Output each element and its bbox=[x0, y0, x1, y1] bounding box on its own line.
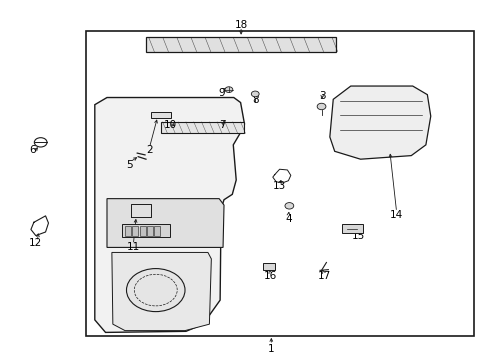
Polygon shape bbox=[329, 86, 430, 159]
Circle shape bbox=[224, 87, 232, 93]
Text: 2: 2 bbox=[146, 145, 152, 155]
Polygon shape bbox=[95, 98, 244, 332]
Bar bbox=[140, 226, 145, 236]
Bar bbox=[125, 226, 131, 236]
Polygon shape bbox=[112, 252, 211, 330]
Circle shape bbox=[285, 203, 293, 209]
Bar bbox=[160, 122, 244, 134]
Polygon shape bbox=[107, 199, 224, 247]
Text: 10: 10 bbox=[163, 120, 177, 130]
Text: 9: 9 bbox=[218, 88, 224, 98]
Circle shape bbox=[317, 103, 325, 110]
Text: 18: 18 bbox=[234, 20, 247, 30]
Bar bbox=[122, 224, 170, 237]
Text: 11: 11 bbox=[126, 242, 140, 252]
Bar bbox=[341, 225, 362, 233]
Text: 14: 14 bbox=[389, 210, 403, 220]
Bar bbox=[132, 226, 138, 236]
Bar bbox=[147, 226, 153, 236]
Text: 13: 13 bbox=[272, 181, 285, 191]
Text: 3: 3 bbox=[319, 91, 325, 101]
Text: 16: 16 bbox=[263, 271, 276, 281]
Circle shape bbox=[126, 269, 184, 312]
Text: 5: 5 bbox=[126, 159, 133, 170]
Bar bbox=[263, 263, 274, 270]
Text: 7: 7 bbox=[219, 120, 225, 130]
Text: 6: 6 bbox=[29, 145, 36, 155]
Text: 8: 8 bbox=[252, 95, 259, 105]
Text: 17: 17 bbox=[317, 271, 330, 281]
FancyBboxPatch shape bbox=[146, 37, 335, 52]
Circle shape bbox=[251, 91, 259, 97]
Text: 12: 12 bbox=[29, 238, 42, 248]
Bar bbox=[86, 31, 473, 336]
Text: 15: 15 bbox=[351, 231, 364, 241]
Text: 1: 1 bbox=[267, 344, 274, 354]
Text: 4: 4 bbox=[285, 214, 291, 224]
Bar bbox=[151, 112, 171, 118]
Bar bbox=[154, 226, 160, 236]
